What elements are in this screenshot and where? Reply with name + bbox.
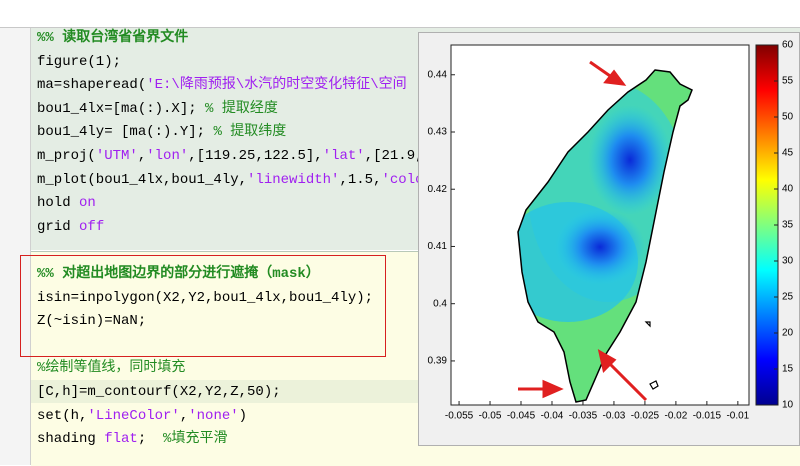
colorbar-tick-label: 40 [782, 184, 794, 195]
y-tick-label: 0.44 [428, 69, 448, 80]
y-tick-label: 0.42 [428, 184, 448, 195]
code-token: off [79, 218, 105, 235]
x-tick-label: -0.05 [479, 411, 502, 422]
code-token: 'none' [188, 407, 239, 424]
code-token: ,[21.9,2 [364, 148, 432, 164]
code-token: [C,h]=m_contourf(X2,Y2,Z,50); [37, 384, 281, 400]
colorbar-tick-label: 25 [782, 292, 794, 303]
code-token: 'LineColor' [87, 407, 180, 424]
gutter [0, 28, 31, 465]
code-token: grid [37, 218, 80, 235]
y-tick-label: 0.39 [428, 356, 448, 367]
code-line[interactable]: m_proj('UTM','lon',[119.25,122.5],'lat',… [37, 146, 432, 166]
code-token: 'lon' [146, 148, 189, 164]
code-line[interactable]: isin=inpolygon(X2,Y2,bou1_4lx,bou1_4ly); [37, 288, 373, 308]
x-tick-label: -0.015 [693, 411, 722, 422]
code-line[interactable]: set(h,'LineColor','none') [37, 406, 247, 426]
x-tick-label: -0.01 [726, 411, 749, 422]
code-token: Z(~isin)=NaN; [37, 313, 147, 330]
code-line[interactable]: %绘制等值线，同时填充 [37, 358, 185, 378]
colorbar-tick-label: 10 [782, 400, 794, 411]
code-token: , [137, 148, 147, 164]
code-line[interactable]: hold on [37, 193, 96, 213]
code-token: flat [104, 431, 138, 448]
code-token: 'UTM' [95, 148, 138, 164]
code-token: %% 对超出地图边界的部分进行遮掩（mask） [37, 266, 320, 282]
y-tick-label: 0.4 [433, 298, 447, 309]
code-line[interactable]: bou1_4lx=[ma(:).X]; % 提取经度 [37, 99, 278, 119]
code-line[interactable]: ma=shaperead('E:\降雨预报\水汽的时空变化特征\空间 [37, 75, 407, 95]
code-line[interactable]: m_plot(bou1_4lx,bou1_4ly,'linewidth',1.5… [37, 170, 432, 190]
code-token: figure(1); [37, 53, 122, 70]
x-tick-label: -0.025 [631, 411, 660, 422]
x-tick-label: -0.035 [569, 411, 598, 422]
code-token: %% 读取台湾省省界文件 [37, 30, 189, 46]
y-tick-label: 0.41 [428, 241, 448, 252]
code-token: % 提取纬度 [213, 124, 287, 141]
colorbar-tick-label: 60 [782, 40, 794, 51]
code-token: m_plot(bou1_4lx,bou1_4ly, [37, 171, 248, 188]
x-tick-label: -0.02 [664, 411, 687, 422]
coastline [517, 69, 693, 403]
arrows [518, 60, 648, 402]
code-token: ma=shaperead( [37, 77, 147, 94]
code-token: ; [137, 431, 164, 448]
code-token: shading [37, 431, 105, 448]
highlight-box [20, 255, 386, 357]
figure: -0.055 -0.05 -0.045 -0.04 -0.035 -0.03 -0.025-… [428, 40, 794, 422]
code-line[interactable]: [C,h]=m_contourf(X2,Y2,Z,50); [37, 382, 281, 402]
code-token: bou1_4lx=[ma(:).X]; [37, 100, 206, 117]
code-token: ,[119.25,122.5], [188, 148, 323, 164]
colorbar-tick-label: 20 [782, 328, 794, 339]
code-token: hold [37, 195, 80, 212]
code-line[interactable]: Z(~isin)=NaN; [37, 311, 146, 331]
colorbar-tick-label: 45 [782, 148, 794, 159]
code-token: , [179, 407, 189, 424]
code-token: isin=inpolygon(X2,Y2,bou1_4lx,bou1_4ly); [37, 289, 374, 306]
code-token: 'linewidth' [247, 171, 340, 188]
x-tick-label: -0.04 [541, 411, 564, 422]
colorbar-tick-label: 55 [782, 76, 794, 87]
top-bar [0, 0, 800, 28]
code-line[interactable]: grid off [37, 217, 104, 237]
colorbar-tick-label: 30 [782, 256, 794, 267]
code-token: %填充平滑 [163, 431, 228, 448]
code-line[interactable]: shading flat; %填充平滑 [37, 429, 227, 449]
code-line[interactable]: bou1_4ly= [ma(:).Y]; % 提取纬度 [37, 122, 286, 142]
code-line[interactable]: %% 读取台湾省省界文件 [37, 28, 188, 48]
code-token: set(h, [37, 407, 88, 424]
code-line[interactable]: %% 对超出地图边界的部分进行遮掩（mask） [37, 264, 320, 284]
code-token: on [79, 195, 96, 212]
code-token: ,1.5, [339, 171, 382, 188]
x-tick-label: -0.045 [507, 411, 536, 422]
islands [644, 321, 659, 390]
y-tick-label: 0.43 [428, 127, 448, 138]
code-token: % 提取经度 [205, 100, 278, 117]
code-token: 'E:\降雨预报\水汽的时空变化特征\空间 [146, 77, 407, 94]
colorbar-tick-label: 15 [782, 364, 794, 375]
colorbar-tick-label: 35 [782, 220, 794, 231]
code-token: m_proj( [37, 148, 96, 164]
x-tick-label: -0.055 [445, 411, 474, 422]
code-token: 'lat' [322, 148, 365, 164]
figure-window: -0.055 -0.05 -0.045 -0.04 -0.035 -0.03 -0.025-… [418, 32, 800, 446]
x-tick-label: -0.03 [603, 411, 626, 422]
colorbar-tick-label: 50 [782, 112, 794, 123]
code-token: bou1_4ly= [ma(:).Y]; [37, 124, 214, 141]
code-token: %绘制等值线，同时填充 [37, 360, 186, 377]
code-token: ) [238, 407, 248, 424]
code-line[interactable]: figure(1); [37, 52, 121, 72]
